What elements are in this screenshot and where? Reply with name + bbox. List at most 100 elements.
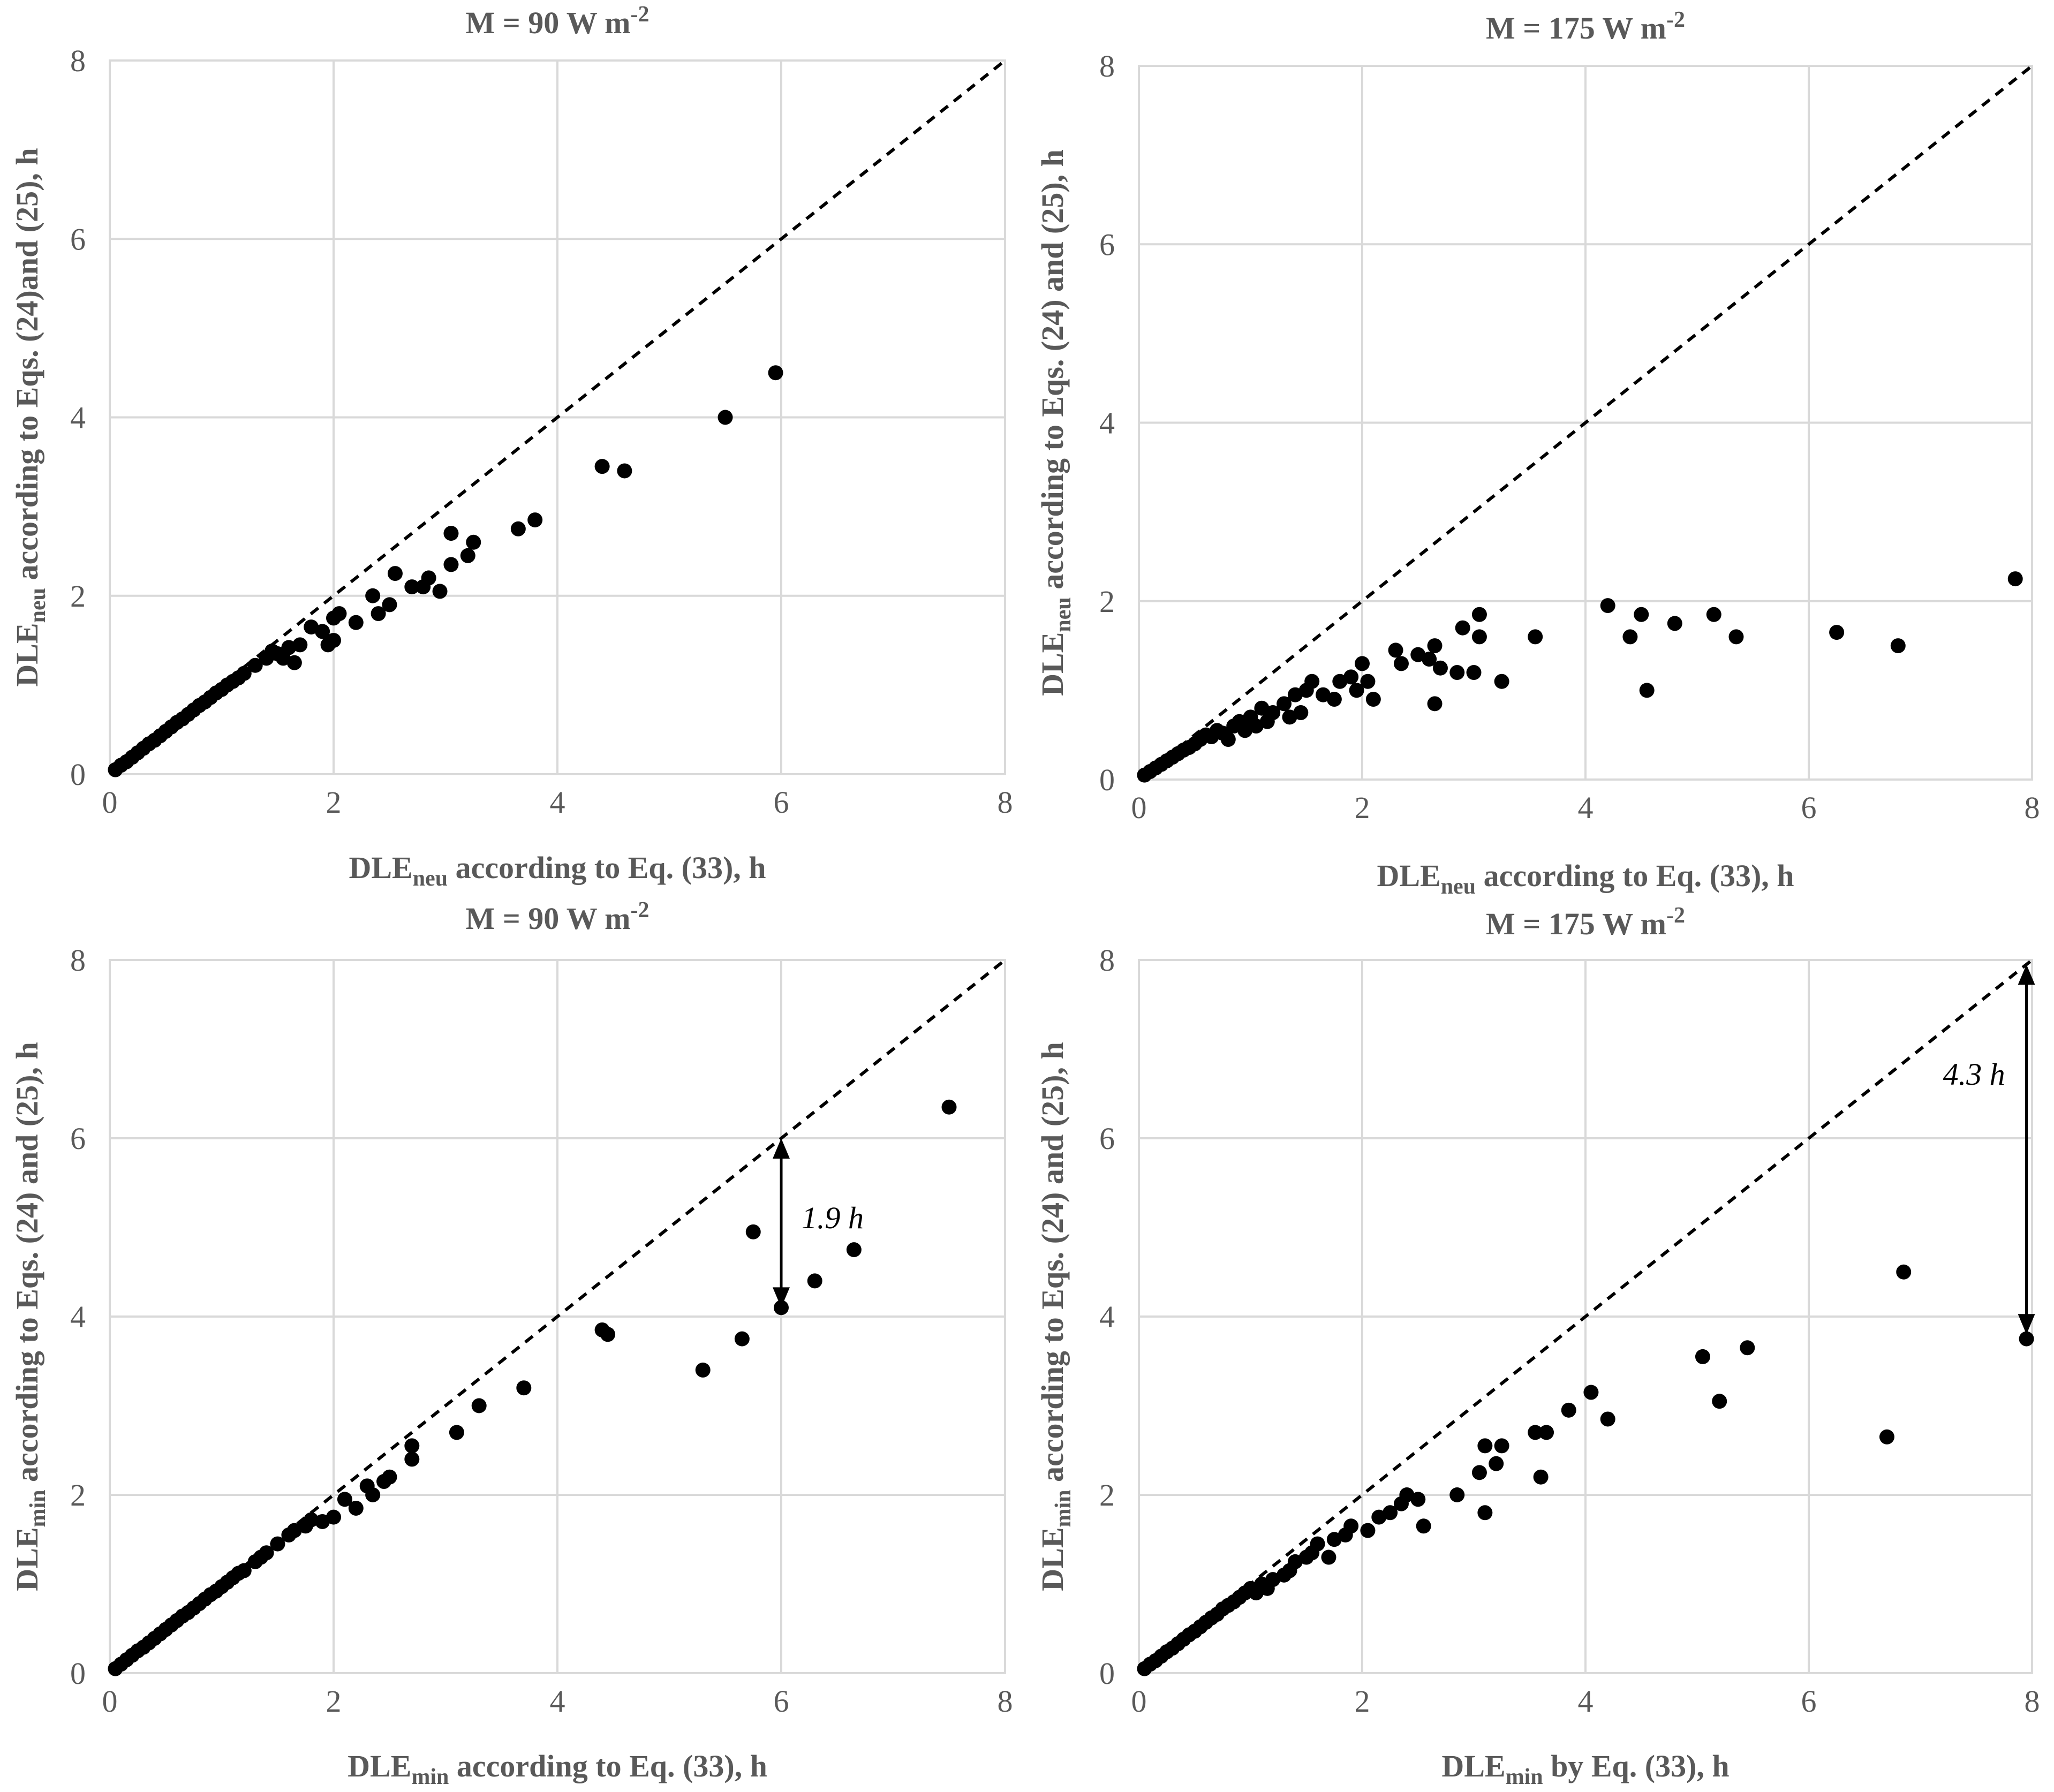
data-point: [1494, 1438, 1509, 1454]
data-point: [745, 1224, 761, 1239]
data-point: [1455, 620, 1470, 636]
data-point: [1829, 625, 1845, 640]
x-tick-label: 2: [1355, 1684, 1370, 1719]
data-point: [1728, 629, 1744, 645]
data-point: [404, 1438, 420, 1454]
y-tick-label: 4: [70, 1299, 86, 1334]
x-axis-label: DLEmin according to Eq. (33), h: [348, 1749, 767, 1789]
y-tick-label: 2: [70, 579, 86, 614]
reference-line: [109, 59, 1006, 776]
x-tick-label: 8: [998, 1684, 1013, 1719]
x-tick-label: 8: [2025, 1684, 2040, 1719]
x-tick-label: 8: [2025, 790, 2040, 825]
data-point: [1639, 683, 1655, 698]
data-point: [331, 606, 347, 622]
y-tick-label: 4: [1099, 406, 1115, 441]
y-tick-label: 6: [1099, 1121, 1115, 1156]
data-point: [1427, 696, 1443, 712]
data-point: [404, 579, 420, 595]
data-point: [695, 1362, 711, 1378]
data-point: [1533, 1469, 1549, 1485]
data-point: [471, 1398, 487, 1413]
data-point: [371, 606, 386, 622]
data-point: [1449, 665, 1465, 680]
y-axis-label: DLEmin according to Eqs. (24) and (25), …: [10, 1042, 50, 1591]
x-tick-label: 0: [102, 1684, 118, 1719]
x-tick-label: 4: [1578, 1684, 1594, 1719]
x-tick-label: 2: [1355, 790, 1370, 825]
data-point: [236, 1563, 252, 1578]
plot-area: [109, 959, 1006, 1674]
data-point: [304, 1512, 319, 1528]
y-tick-label: 2: [70, 1478, 86, 1513]
data-point: [1712, 1394, 1727, 1409]
x-tick-label: 4: [550, 1684, 565, 1719]
data-point: [594, 459, 610, 474]
difference-label: 1.9 h: [802, 1200, 864, 1235]
data-point: [1265, 705, 1281, 721]
x-axis-label: DLEmin by Eq. (33), h: [1441, 1749, 1729, 1789]
x-tick-label: 0: [1131, 790, 1147, 825]
data-point: [1466, 665, 1482, 680]
data-point: [1349, 683, 1364, 698]
data-point: [270, 1536, 285, 1552]
data-point: [315, 624, 330, 639]
data-point: [768, 365, 783, 381]
data-point: [617, 463, 632, 479]
plot-area: [109, 59, 1006, 775]
data-point: [1528, 629, 1543, 645]
x-axis-label: DLEneu according to Eq. (33), h: [1377, 858, 1794, 899]
y-tick-label: 8: [70, 943, 86, 978]
data-point: [600, 1327, 616, 1342]
data-point: [443, 557, 459, 572]
x-tick-label: 2: [326, 1684, 342, 1719]
data-point: [259, 1545, 274, 1561]
y-tick-label: 0: [70, 757, 86, 792]
x-tick-label: 4: [550, 785, 565, 820]
data-point: [1383, 1505, 1398, 1521]
arrow-head-down: [2018, 1314, 2035, 1335]
y-axis-label: DLEneu according to Eqs. (24) and (25), …: [1035, 149, 1076, 696]
data-point: [807, 1273, 822, 1289]
data-point: [365, 1487, 381, 1502]
data-point: [1393, 656, 1409, 671]
data-point: [1360, 674, 1376, 689]
data-point: [247, 657, 263, 673]
arrow-head-up: [2018, 964, 2035, 985]
data-point: [1539, 1425, 1554, 1440]
reference-line: [1138, 958, 2033, 1675]
data-point: [1304, 674, 1320, 689]
scatter-panel-1: 00 2 2 4 4 6 6 8 8 M = 90 W m-2 DLEneu according t…: [10, 2, 1013, 891]
plot-area: [1138, 65, 2033, 781]
x-tick-label: 8: [998, 785, 1013, 820]
data-point: [382, 597, 397, 613]
data-point: [1427, 638, 1443, 654]
data-point: [1489, 1456, 1504, 1471]
data-point: [1410, 1492, 1426, 1507]
data-point: [449, 1425, 464, 1440]
scatter-panel-2: 00 2 2 4 4 6 6 8 8 M = 175 W m-2 DLEneu according …: [1035, 7, 2040, 899]
y-tick-label: 8: [70, 43, 86, 78]
data-point: [1706, 607, 1721, 622]
x-tick-label: 0: [1131, 1684, 1147, 1719]
difference-label: 4.3 h: [1943, 1057, 2005, 1092]
data-point: [1277, 696, 1292, 712]
data-point: [460, 548, 475, 563]
x-tick-label: 2: [326, 785, 342, 820]
data-point: [1879, 1429, 1894, 1445]
data-point: [1600, 1411, 1615, 1427]
data-point: [1360, 1523, 1376, 1538]
y-tick-label: 2: [1099, 1478, 1115, 1513]
y-tick-label: 0: [70, 1656, 86, 1691]
data-point: [1343, 1518, 1359, 1534]
y-tick-label: 6: [70, 222, 86, 256]
data-point: [1740, 1340, 1755, 1356]
y-axis-label: DLEneu according to Eqs. (24)and (25), h: [10, 148, 50, 686]
data-point: [1622, 629, 1638, 645]
data-point: [516, 1380, 532, 1396]
data-point: [421, 570, 436, 586]
data-point: [236, 666, 252, 681]
data-point: [337, 1492, 352, 1507]
data-point: [1477, 1438, 1493, 1454]
y-tick-label: 4: [70, 400, 86, 435]
